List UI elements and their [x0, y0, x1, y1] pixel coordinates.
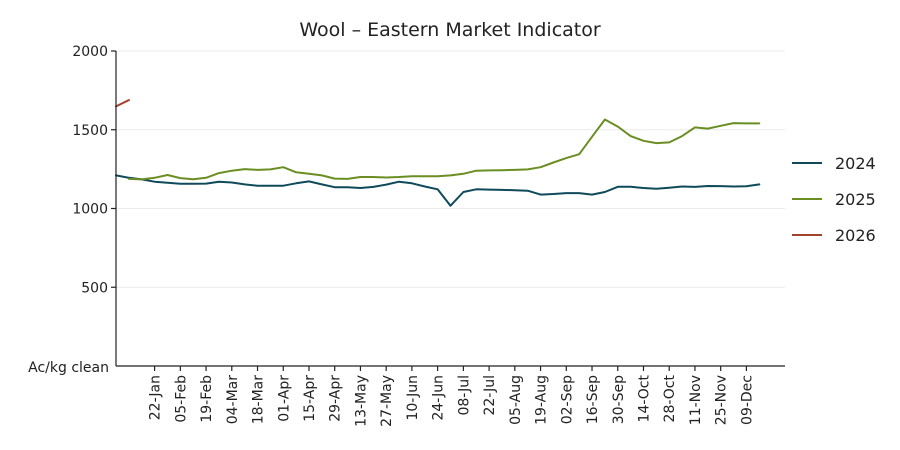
y-tick-label: 1000 — [72, 202, 108, 218]
series-line-2026 — [115, 99, 130, 108]
y-tick-label: 2000 — [72, 44, 108, 60]
y-axis-ticks: 500 1000 1500 2000 — [72, 44, 116, 296]
legend-label: 2024 — [835, 154, 876, 173]
x-tick-label: 22-Jan — [148, 375, 164, 420]
x-axis-ticks: 22-Jan 05-Feb 19-Feb 04-Mar 18-Mar 01-Apr 15-A… — [148, 366, 755, 427]
x-tick-label: 29-Apr — [328, 375, 344, 422]
x-tick-label: 19-Feb — [199, 375, 215, 423]
x-tick-label: 08-Jul — [456, 375, 472, 416]
x-tick-label: 04-Mar — [225, 375, 241, 425]
y-tick-label: 500 — [81, 280, 108, 296]
x-tick-label: 15-Apr — [302, 375, 318, 422]
x-tick-label: 09-Dec — [739, 375, 755, 425]
series-line-2025 — [127, 118, 761, 181]
gridlines — [116, 50, 785, 288]
x-tick-label: 11-Nov — [688, 375, 704, 425]
x-tick-label: 14-Oct — [636, 374, 652, 422]
x-tick-label: 19-Aug — [534, 375, 550, 425]
x-tick-label: 24-Jun — [431, 375, 447, 421]
series-lines — [115, 99, 761, 207]
legend-item-2024: 2024 — [792, 154, 876, 173]
x-tick-label: 22-Jul — [482, 375, 498, 416]
x-tick-label: 05-Feb — [173, 375, 189, 423]
x-tick-label: 27-May — [379, 375, 395, 427]
series-line-2024 — [115, 174, 761, 207]
legend-item-2025: 2025 — [792, 190, 876, 209]
x-tick-label: 05-Aug — [508, 375, 524, 425]
x-tick-label: 18-Mar — [251, 375, 267, 425]
legend: 2024 2025 2026 — [792, 154, 876, 245]
chart-title: Wool – Eastern Market Indicator — [299, 19, 601, 41]
legend-item-2026: 2026 — [792, 226, 876, 245]
y-axis-unit-label: Ac/kg clean — [28, 360, 109, 376]
x-tick-label: 16-Sep — [585, 375, 601, 424]
x-tick-label: 10-Jun — [405, 375, 421, 421]
x-tick-label: 01-Apr — [276, 375, 292, 422]
x-tick-label: 13-May — [353, 375, 369, 427]
legend-label: 2026 — [835, 226, 876, 245]
x-tick-label: 25-Nov — [714, 375, 730, 425]
legend-label: 2025 — [835, 190, 876, 209]
y-tick-label: 1500 — [72, 123, 108, 139]
x-tick-label: 30-Sep — [611, 375, 627, 424]
x-tick-label: 28-Oct — [662, 374, 678, 422]
x-tick-label: 02-Sep — [559, 375, 575, 424]
